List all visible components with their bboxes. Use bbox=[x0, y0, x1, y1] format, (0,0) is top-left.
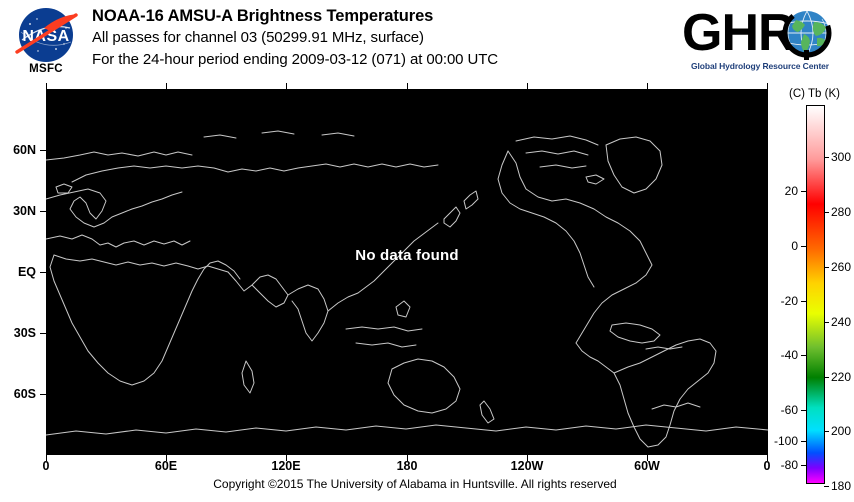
colorbar-label-c-m80: -80 bbox=[780, 458, 798, 472]
x-axis-label-2: 120E bbox=[271, 459, 301, 473]
colorbar-label-k-260: 260 bbox=[831, 260, 852, 274]
x-tick bbox=[286, 455, 287, 461]
x-tick bbox=[166, 455, 167, 461]
page-header: NASA MSFC NOAA-16 AMSU-A Brightness Temp… bbox=[0, 0, 854, 88]
colorbar-tick-c bbox=[801, 301, 806, 302]
x-tick bbox=[767, 83, 768, 89]
coastline-layer bbox=[46, 89, 768, 455]
x-axis-label-6: 0 bbox=[763, 459, 771, 473]
colorbar-tick-c bbox=[801, 410, 806, 411]
x-axis-label-4: 120W bbox=[510, 459, 544, 473]
colorbar-tick-c bbox=[801, 246, 806, 247]
colorbar-label-c-m60: -60 bbox=[780, 403, 798, 417]
y-axis-label-60n: 60N bbox=[13, 143, 36, 157]
y-tick bbox=[40, 394, 46, 395]
x-axis-label-3: 180 bbox=[396, 459, 418, 473]
nasa-meatball-icon: NASA bbox=[8, 4, 84, 84]
colorbar-label-c-m40: -40 bbox=[780, 348, 798, 362]
colorbar-label-c-m20: -20 bbox=[780, 294, 798, 308]
page-subtitle-period: For the 24-hour period ending 2009-03-12… bbox=[92, 51, 499, 68]
copyright-notice: Copyright ©2015 The University of Alabam… bbox=[213, 477, 617, 491]
colorbar-tick-k bbox=[824, 157, 829, 158]
ghrc-wordmark-icon: GHR bbox=[680, 4, 840, 62]
nasa-center-label: MSFC bbox=[29, 63, 63, 75]
y-axis-label-60s: 60S bbox=[13, 387, 36, 401]
colorbar-tick-c bbox=[801, 355, 806, 356]
ghrc-tagline: Global Hydrology Resource Center bbox=[690, 61, 830, 71]
page-title: NOAA-16 AMSU-A Brightness Temperatures bbox=[92, 7, 434, 25]
x-axis-label-5: 60W bbox=[634, 459, 660, 473]
colorbar-tick-k bbox=[824, 212, 829, 213]
colorbar bbox=[806, 105, 825, 484]
map-panel: No data found bbox=[46, 89, 768, 455]
colorbar-tick-k bbox=[824, 377, 829, 378]
colorbar-label-k-240: 240 bbox=[831, 315, 852, 329]
svg-text:GHR: GHR bbox=[682, 6, 795, 61]
x-axis-label-0: 0 bbox=[42, 459, 50, 473]
x-tick bbox=[166, 83, 167, 89]
colorbar-tick-k bbox=[824, 431, 829, 432]
x-tick bbox=[647, 83, 648, 89]
x-tick bbox=[527, 455, 528, 461]
x-tick bbox=[527, 83, 528, 89]
colorbar-label-k-300: 300 bbox=[831, 150, 852, 164]
world-map-plot bbox=[46, 89, 768, 455]
x-tick bbox=[407, 455, 408, 461]
colorbar-label-k-280: 280 bbox=[831, 205, 852, 219]
x-tick bbox=[46, 455, 47, 461]
colorbar-tick-k bbox=[824, 267, 829, 268]
x-axis-label-1: 60E bbox=[154, 459, 178, 473]
x-tick bbox=[767, 455, 768, 461]
ghrc-logo: GHR Global Hydrolo bbox=[680, 4, 840, 78]
y-axis-label-30n: 30N bbox=[13, 204, 36, 218]
colorbar-label-k-220: 220 bbox=[831, 370, 852, 384]
colorbar-label-c-m100: -100 bbox=[773, 434, 798, 448]
colorbar-tick-k bbox=[824, 486, 829, 487]
y-tick bbox=[40, 150, 46, 151]
title-block: NOAA-16 AMSU-A Brightness Temperatures A… bbox=[92, 6, 498, 71]
x-tick bbox=[286, 83, 287, 89]
colorbar-tick-k bbox=[824, 322, 829, 323]
colorbar-header: (C) Tb (K) bbox=[789, 88, 840, 100]
colorbar-tick-c bbox=[801, 441, 806, 442]
colorbar-label-c-20: 20 bbox=[784, 184, 798, 198]
x-tick bbox=[46, 83, 47, 89]
y-tick bbox=[40, 333, 46, 334]
x-tick bbox=[647, 455, 648, 461]
colorbar-tick-c bbox=[801, 465, 806, 466]
colorbar-tick-c bbox=[801, 191, 806, 192]
y-tick bbox=[40, 272, 46, 273]
colorbar-label-k-180: 180 bbox=[831, 479, 852, 493]
colorbar-label-c-0: 0 bbox=[791, 239, 798, 253]
colorbar-gradient bbox=[807, 106, 824, 483]
colorbar-label-k-200: 200 bbox=[831, 424, 852, 438]
page-subtitle-channel: All passes for channel 03 (50299.91 MHz,… bbox=[92, 29, 424, 46]
y-tick bbox=[40, 211, 46, 212]
y-axis-label-eq: EQ bbox=[17, 265, 36, 279]
y-axis-label-30s: 30S bbox=[13, 326, 36, 340]
x-tick bbox=[407, 83, 408, 89]
